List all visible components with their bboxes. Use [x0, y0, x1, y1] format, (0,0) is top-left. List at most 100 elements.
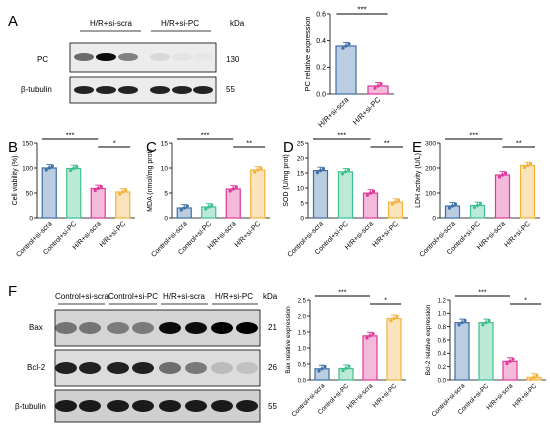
data-point — [368, 191, 373, 195]
data-point — [72, 166, 76, 171]
y-axis-label: Bax relative expression — [285, 306, 292, 374]
bar — [362, 335, 378, 381]
data-point — [253, 170, 257, 174]
panel-letter-E: E — [412, 139, 422, 156]
blot-A-group-2: H/R+si-PC — [161, 19, 199, 28]
data-point — [69, 168, 73, 173]
data-point — [344, 366, 348, 371]
data-point — [207, 205, 211, 209]
data-point — [231, 187, 235, 191]
data-point — [392, 316, 396, 321]
data-point — [525, 163, 530, 168]
x-tick-label: H/R+si-PC — [99, 220, 127, 248]
band-bcl2 — [159, 362, 181, 374]
data-point — [460, 321, 464, 325]
data-point — [315, 171, 320, 175]
band-bax — [79, 322, 101, 334]
y-tick-label: 5 — [164, 190, 168, 197]
y-tick-label: 10 — [161, 165, 169, 172]
data-point — [344, 44, 348, 48]
y-tick-label: 25 — [297, 140, 305, 147]
bar — [387, 201, 404, 219]
band-bax — [159, 322, 181, 334]
bar — [519, 164, 536, 219]
data-point — [505, 361, 509, 366]
data-point — [389, 319, 393, 323]
significance-label: *** — [337, 131, 346, 140]
data-point — [321, 166, 326, 171]
data-point — [121, 190, 125, 194]
blot-A-membrane-PC — [69, 42, 217, 73]
data-point — [379, 82, 383, 86]
bar — [314, 368, 330, 381]
significance-label: *** — [478, 290, 486, 297]
band-tubulin — [96, 86, 116, 94]
blot-F: Control+si-scra Control+si-PC H/R+si-scr… — [15, 292, 278, 423]
data-point — [317, 369, 321, 373]
band-bcl2 — [107, 362, 129, 374]
data-point — [365, 336, 369, 340]
y-tick-label: 0.0 — [438, 378, 447, 384]
band-PC — [172, 53, 192, 61]
data-point — [323, 365, 327, 369]
y-tick-label: 1.2 — [438, 298, 447, 304]
blot-F-row-label-tubulin: β-tubulin — [15, 402, 46, 411]
data-point — [478, 201, 483, 206]
data-point — [343, 170, 348, 174]
y-axis-label: Cell viability (%) — [12, 156, 19, 206]
data-point — [99, 184, 103, 189]
data-point — [373, 86, 377, 90]
y-tick-label: 100 — [22, 165, 33, 172]
significance-label: ** — [516, 139, 522, 148]
data-point — [532, 375, 536, 379]
y-tick-label: 0 — [300, 215, 304, 222]
significance-label: *** — [66, 131, 75, 140]
data-point — [522, 165, 527, 170]
data-point — [228, 189, 232, 193]
bar — [225, 188, 241, 219]
y-tick-label: 0.6 — [316, 11, 326, 18]
y-tick-label: 1.5 — [298, 330, 307, 336]
chart-F2: 0.0 0.2 0.4 0.6 0.8 1.0 1.2 Bcl-2 relative expr… — [425, 290, 546, 418]
data-point — [210, 203, 214, 207]
data-point — [376, 84, 380, 88]
blot-A-kda-tubulin: 55 — [226, 85, 235, 94]
y-axis-label: Bcl-2 relative expression — [425, 304, 432, 375]
data-point — [497, 175, 502, 179]
y-tick-label: 2.5 — [298, 298, 307, 304]
band-bcl2 — [185, 362, 207, 374]
blot-F-row-label-bax: Bax — [29, 323, 43, 332]
bar — [444, 205, 461, 219]
y-tick-label: 0 — [29, 215, 33, 222]
band-tubulin — [79, 400, 101, 412]
y-tick-label: 10 — [297, 185, 305, 192]
blot-F-group-2: Control+si-PC — [108, 292, 158, 301]
x-tick-label: H/R+si-PC — [234, 220, 262, 248]
band-PC — [118, 53, 138, 61]
y-tick-label: 0 — [432, 215, 436, 222]
significance-label: *** — [338, 290, 346, 297]
y-tick-label: 0.0 — [316, 91, 326, 98]
y-tick-label: 5 — [300, 200, 304, 207]
band-bax — [211, 322, 233, 334]
bar — [90, 187, 106, 219]
bar — [115, 191, 131, 219]
blot-A-row-label-tubulin: β-tubulin — [21, 85, 52, 94]
data-point — [179, 208, 183, 212]
y-axis-label: SOD (U/mg prot) — [283, 154, 290, 207]
band-bcl2 — [236, 362, 258, 374]
data-point — [318, 169, 323, 173]
data-point — [47, 166, 51, 170]
bar — [41, 167, 57, 219]
data-point — [204, 207, 208, 211]
data-point — [535, 373, 539, 377]
x-tick-label: H/R+si-PC — [372, 382, 399, 409]
data-point — [453, 202, 458, 206]
x-tick-label: H/R+si-scra — [316, 94, 351, 129]
band-bax — [236, 322, 258, 334]
band-tubulin — [74, 86, 94, 94]
